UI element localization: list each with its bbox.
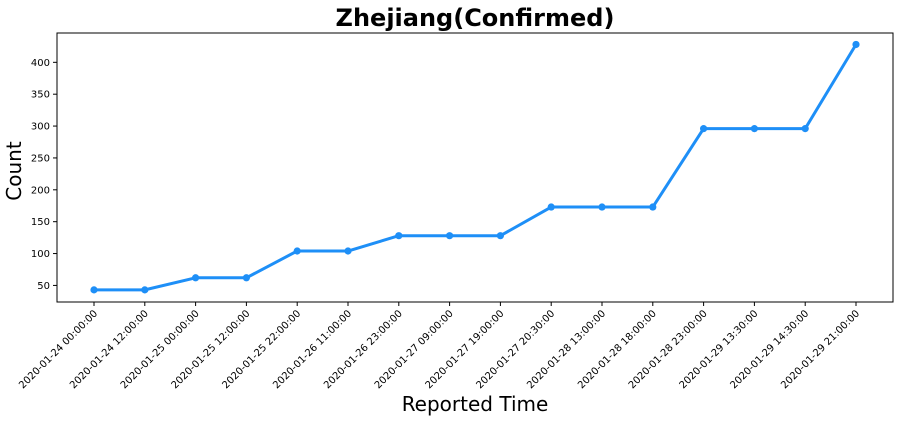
data-point	[801, 125, 809, 133]
data-point	[700, 125, 708, 133]
data-point	[395, 232, 403, 240]
y-tick-label: 150	[31, 217, 50, 228]
data-points	[90, 40, 860, 294]
x-axis-label: Reported Time	[402, 392, 549, 416]
y-axis-ticks: 50 100 150 200 250 300 350 400	[31, 58, 57, 292]
data-point	[547, 203, 555, 211]
plot-area	[56, 32, 894, 303]
data-point	[293, 247, 301, 255]
y-tick-label: 400	[31, 58, 50, 69]
data-point	[852, 40, 860, 49]
data-point	[141, 286, 149, 294]
data-point	[192, 274, 200, 282]
y-tick-label: 50	[37, 281, 50, 292]
data-point	[750, 125, 759, 133]
y-tick-label: 250	[31, 153, 50, 164]
data-point	[446, 232, 454, 240]
y-tick-label: 100	[31, 249, 50, 260]
data-point	[496, 232, 504, 240]
chart-title: Zhejiang(Confirmed)	[336, 4, 615, 32]
y-tick-label: 350	[31, 90, 50, 101]
data-point	[598, 203, 606, 211]
series-line	[94, 43, 858, 292]
y-tick-label: 200	[31, 185, 50, 196]
data-point	[242, 274, 250, 282]
y-axis-label: Count	[2, 141, 26, 201]
data-point	[90, 286, 98, 294]
data-point	[344, 247, 352, 255]
y-tick-label: 300	[31, 122, 50, 133]
data-point	[649, 203, 657, 211]
